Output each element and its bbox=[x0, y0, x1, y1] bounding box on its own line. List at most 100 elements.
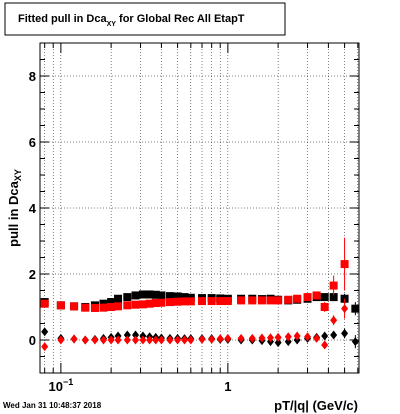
data-point bbox=[70, 302, 79, 311]
data-point bbox=[40, 299, 49, 308]
data-point bbox=[312, 291, 321, 300]
data-points bbox=[40, 237, 360, 352]
data-point bbox=[198, 334, 206, 344]
series-mean-red bbox=[41, 298, 349, 352]
data-point bbox=[165, 292, 174, 301]
data-point bbox=[329, 293, 338, 302]
data-point bbox=[145, 299, 154, 308]
data-point bbox=[224, 333, 232, 343]
data-point bbox=[139, 335, 147, 345]
data-point bbox=[151, 299, 160, 308]
data-point bbox=[274, 338, 282, 348]
data-point bbox=[329, 281, 338, 290]
data-point bbox=[274, 332, 282, 342]
data-point bbox=[174, 335, 182, 345]
x-tick-label: 1 bbox=[224, 379, 231, 394]
data-point bbox=[180, 293, 189, 302]
data-point bbox=[266, 296, 275, 305]
data-point bbox=[284, 332, 292, 342]
data-point bbox=[107, 335, 115, 345]
data-point bbox=[114, 335, 122, 345]
chart-title-box: Fitted pull in DcaXY for Global Rec All … bbox=[4, 2, 286, 36]
data-point bbox=[248, 296, 257, 305]
data-point bbox=[70, 334, 78, 344]
data-point bbox=[330, 330, 338, 340]
data-point bbox=[157, 335, 165, 345]
data-point bbox=[180, 297, 189, 306]
data-point bbox=[351, 304, 360, 313]
data-point bbox=[187, 335, 195, 345]
y-tick-label: 0 bbox=[29, 333, 36, 348]
data-point bbox=[321, 340, 329, 350]
y-tick-label: 4 bbox=[29, 201, 37, 216]
data-point bbox=[351, 337, 359, 347]
data-point bbox=[146, 335, 154, 345]
data-point bbox=[173, 297, 182, 306]
data-point bbox=[341, 328, 349, 338]
data-point bbox=[132, 335, 140, 345]
data-point bbox=[123, 330, 131, 340]
data-point bbox=[157, 291, 166, 300]
data-point bbox=[107, 298, 116, 307]
data-point bbox=[123, 301, 132, 310]
data-point bbox=[138, 290, 147, 299]
data-point bbox=[313, 333, 321, 343]
data-point bbox=[152, 335, 160, 345]
data-point bbox=[166, 335, 174, 345]
data-point bbox=[165, 298, 174, 307]
timestamp: Wed Jan 31 10:48:37 2018 bbox=[3, 401, 102, 410]
data-point bbox=[216, 297, 225, 306]
data-point bbox=[237, 333, 245, 343]
data-point bbox=[99, 303, 108, 312]
data-point bbox=[208, 334, 216, 344]
data-point bbox=[303, 293, 312, 302]
x-tick-label: 10−1 bbox=[48, 377, 73, 394]
data-point bbox=[248, 333, 256, 343]
data-point bbox=[151, 290, 160, 299]
data-point bbox=[131, 300, 140, 309]
y-tick-label: 2 bbox=[29, 267, 36, 282]
data-point bbox=[330, 315, 338, 325]
data-point bbox=[266, 333, 274, 343]
data-point bbox=[41, 327, 49, 337]
data-point bbox=[304, 332, 312, 342]
data-point bbox=[131, 291, 140, 300]
data-point bbox=[293, 331, 301, 341]
data-point bbox=[207, 297, 216, 306]
data-point bbox=[114, 294, 123, 303]
data-point bbox=[123, 293, 132, 302]
data-point bbox=[173, 292, 182, 301]
data-point bbox=[237, 296, 246, 305]
data-point bbox=[223, 297, 232, 306]
data-point bbox=[216, 334, 224, 344]
y-axis-title: pull in DcaXY bbox=[6, 169, 23, 247]
data-point bbox=[320, 293, 329, 302]
data-point bbox=[341, 304, 349, 314]
data-point bbox=[57, 335, 65, 345]
data-point bbox=[284, 337, 292, 347]
data-point bbox=[41, 342, 49, 352]
data-point bbox=[114, 302, 123, 311]
data-point bbox=[293, 294, 302, 303]
data-point bbox=[180, 335, 188, 345]
data-point bbox=[186, 297, 195, 306]
data-point bbox=[257, 296, 266, 305]
data-point bbox=[56, 301, 65, 310]
data-point bbox=[132, 330, 140, 340]
y-tick-label: 6 bbox=[29, 135, 36, 150]
data-point bbox=[81, 335, 89, 345]
data-point bbox=[99, 335, 107, 345]
data-point bbox=[321, 331, 329, 341]
data-point bbox=[320, 303, 329, 311]
data-point bbox=[157, 298, 166, 307]
data-point bbox=[138, 300, 147, 309]
x-axis-title: pT/|q| (GeV/c) bbox=[274, 398, 358, 413]
y-tick-label: 8 bbox=[29, 69, 36, 84]
data-point bbox=[284, 295, 293, 304]
series-width-red bbox=[40, 237, 349, 312]
x-axis-ticks: 10−1 1 bbox=[44, 43, 359, 394]
data-point bbox=[81, 303, 90, 312]
data-point bbox=[258, 333, 266, 343]
data-point bbox=[90, 303, 99, 312]
